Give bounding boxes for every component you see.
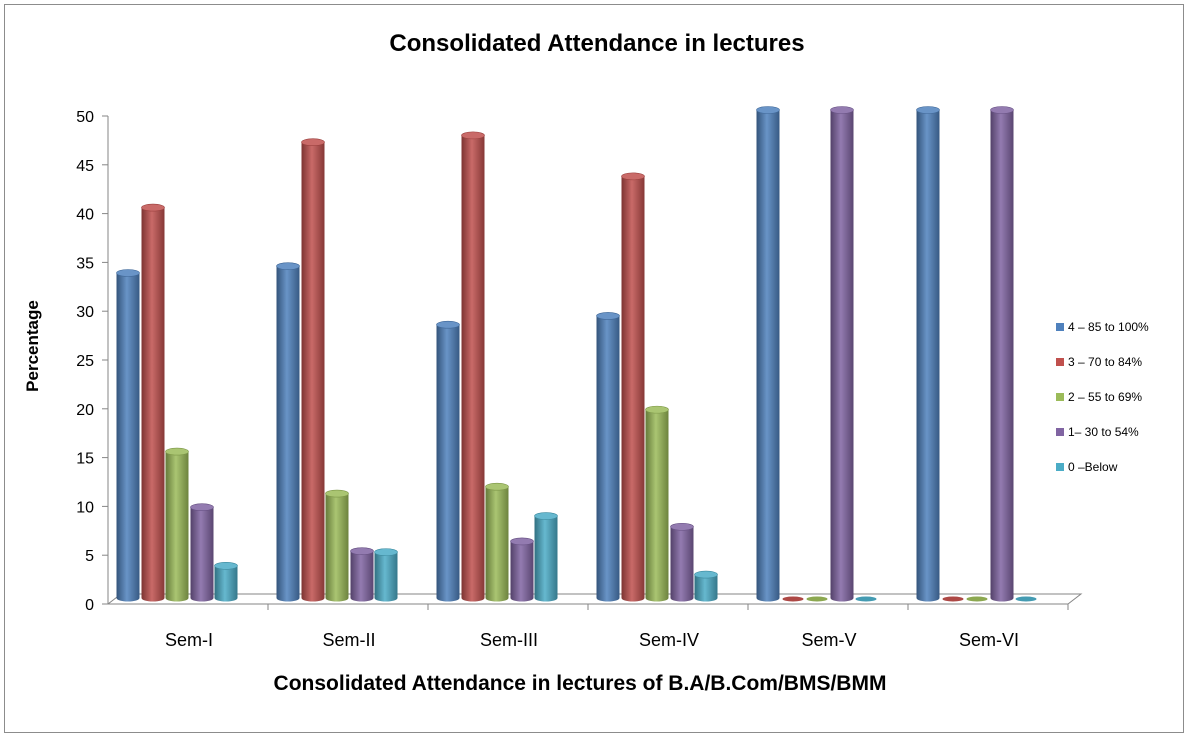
bar bbox=[966, 596, 988, 602]
bar bbox=[374, 548, 398, 602]
y-tick-label: 45 bbox=[76, 158, 94, 175]
x-category-label: Sem-VI bbox=[959, 630, 1019, 650]
y-tick-label: 50 bbox=[76, 109, 94, 126]
legend-label: 2 – 55 to 69% bbox=[1068, 390, 1142, 404]
bar bbox=[116, 269, 140, 602]
legend-swatch bbox=[1056, 393, 1064, 401]
bar bbox=[436, 320, 460, 602]
bar bbox=[325, 489, 349, 602]
bar bbox=[276, 262, 300, 602]
bar bbox=[1015, 596, 1037, 602]
x-category-label: Sem-V bbox=[801, 630, 856, 650]
legend: 4 – 85 to 100% 3 – 70 to 84% 2 – 55 to 69%… bbox=[1056, 320, 1149, 474]
legend-item: 0 –Below bbox=[1056, 460, 1118, 474]
bar bbox=[190, 503, 214, 602]
bars bbox=[116, 106, 1037, 602]
legend-label: 0 –Below bbox=[1068, 460, 1118, 474]
legend-label: 3 – 70 to 84% bbox=[1068, 355, 1142, 369]
legend-swatch bbox=[1056, 428, 1064, 436]
bar bbox=[670, 522, 694, 602]
y-ticks: 0 5 10 15 20 25 30 35 40 45 50 bbox=[76, 109, 108, 614]
y-tick-label: 40 bbox=[76, 207, 94, 224]
chart-frame bbox=[4, 4, 1184, 733]
legend-item: 3 – 70 to 84% bbox=[1056, 355, 1142, 369]
y-tick-label: 35 bbox=[76, 255, 94, 272]
x-category-label: Sem-IV bbox=[639, 630, 699, 650]
legend-swatch bbox=[1056, 358, 1064, 366]
y-tick-label: 10 bbox=[76, 499, 94, 516]
y-tick-label: 20 bbox=[76, 402, 94, 419]
y-tick-label: 0 bbox=[85, 597, 94, 614]
x-category-label: Sem-III bbox=[480, 630, 538, 650]
bar bbox=[461, 131, 485, 602]
bar bbox=[694, 570, 718, 602]
y-tick-label: 30 bbox=[76, 304, 94, 321]
bar bbox=[645, 405, 669, 602]
y-tick-label: 15 bbox=[76, 451, 94, 468]
bar bbox=[350, 547, 374, 602]
bar bbox=[214, 561, 238, 602]
x-category-label: Sem-I bbox=[165, 630, 213, 650]
bar bbox=[510, 537, 534, 602]
x-axis-label: Consolidated Attendance in lectures of B… bbox=[274, 672, 887, 695]
legend-label: 1– 30 to 54% bbox=[1068, 425, 1139, 439]
bar bbox=[830, 106, 854, 602]
bar bbox=[301, 138, 325, 602]
bar bbox=[621, 172, 645, 602]
legend-item: 4 – 85 to 100% bbox=[1056, 320, 1149, 334]
bar bbox=[806, 596, 828, 602]
bar bbox=[990, 106, 1014, 602]
x-categories: Sem-I Sem-II Sem-III Sem-IV Sem-V Sem-VI bbox=[165, 604, 1069, 650]
bar bbox=[916, 106, 940, 602]
legend-swatch bbox=[1056, 463, 1064, 471]
bar bbox=[756, 106, 780, 602]
y-tick-label: 5 bbox=[85, 548, 94, 565]
bar bbox=[855, 596, 877, 602]
legend-item: 2 – 55 to 69% bbox=[1056, 390, 1142, 404]
bar bbox=[141, 203, 165, 602]
bar bbox=[485, 482, 509, 602]
legend-swatch bbox=[1056, 323, 1064, 331]
x-category-label: Sem-II bbox=[322, 630, 375, 650]
bar bbox=[165, 447, 189, 602]
legend-label: 4 – 85 to 100% bbox=[1068, 320, 1149, 334]
y-axis-label: Percentage bbox=[23, 300, 42, 392]
legend-item: 1– 30 to 54% bbox=[1056, 425, 1139, 439]
bar bbox=[596, 312, 620, 602]
bar bbox=[942, 596, 964, 602]
chart-title: Consolidated Attendance in lectures bbox=[389, 30, 804, 57]
bar bbox=[782, 596, 804, 602]
y-tick-label: 25 bbox=[76, 353, 94, 370]
bar bbox=[534, 512, 558, 602]
